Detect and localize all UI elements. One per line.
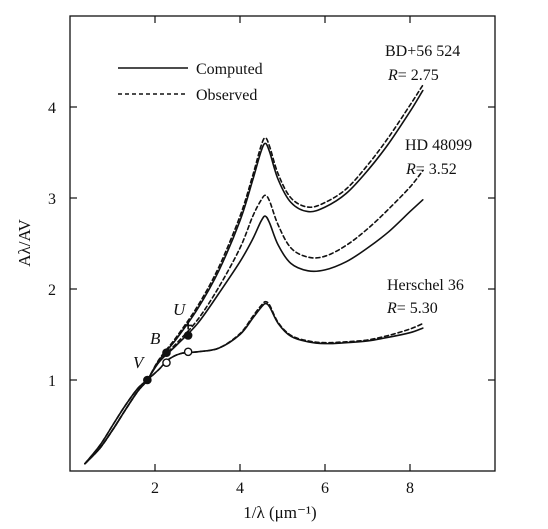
x-axis-title: 1/λ (μm⁻¹)	[243, 503, 316, 522]
curve-label-herschel36: Herschel 36	[387, 277, 464, 294]
marker-open	[162, 358, 171, 368]
y-tick-label: 4	[48, 100, 56, 117]
tick-labels: 2 4 6 8 1 2 3 4	[48, 100, 414, 497]
curve-label-bd56524-r: R= 2.75	[387, 67, 439, 84]
r-symbol: R	[405, 161, 416, 178]
curve-label-herschel36-r: R= 5.30	[386, 300, 438, 317]
series-line-hd-48099-observed	[84, 169, 424, 465]
series-group	[84, 84, 424, 465]
legend: Computed Observed	[118, 61, 263, 104]
series-line-bd-56-524-observed	[84, 84, 424, 465]
marker-open	[183, 347, 193, 357]
band-label-b: B	[150, 329, 161, 348]
plot-frame	[69, 15, 496, 472]
curve-label-hd48099: HD 48099	[405, 137, 472, 154]
series-line-hd-48099-computed	[84, 199, 424, 465]
marker-filled	[143, 375, 152, 385]
r-symbol: R	[387, 67, 398, 84]
marker-group	[143, 321, 193, 385]
curve-label-bd56524: BD+56 524	[385, 43, 460, 60]
y-tick-label: 2	[48, 282, 56, 299]
band-label-v: V	[133, 353, 146, 372]
marker-filled	[162, 348, 171, 358]
r-symbol: R	[386, 300, 397, 317]
legend-label-observed: Observed	[196, 87, 257, 104]
curve-label-hd48099-r: R= 3.52	[405, 161, 457, 178]
band-labels: V B U	[133, 300, 187, 372]
y-tick-label: 1	[48, 373, 56, 390]
marker-plus	[184, 321, 193, 330]
curve-labels: BD+56 524 R= 2.75 HD 48099 R= 3.52 Hersc…	[385, 43, 472, 317]
tick-marks	[70, 16, 495, 471]
legend-label-computed: Computed	[196, 61, 263, 78]
marker-filled	[183, 331, 193, 340]
x-tick-label: 2	[151, 480, 159, 497]
r-value: = 2.75	[398, 67, 439, 84]
series-line-bd-56-524-computed	[84, 89, 424, 465]
r-value: = 3.52	[416, 161, 457, 178]
x-tick-label: 8	[406, 480, 414, 497]
x-tick-label: 6	[321, 480, 329, 497]
band-label-u: U	[173, 300, 187, 319]
y-tick-label: 3	[48, 191, 56, 208]
r-value: = 5.30	[397, 300, 438, 317]
series-line-herschel-36-observed	[84, 300, 424, 465]
x-tick-label: 4	[236, 480, 244, 497]
y-axis-title: Aλ/AV	[15, 218, 34, 266]
series-line-herschel-36-computed	[84, 302, 424, 465]
